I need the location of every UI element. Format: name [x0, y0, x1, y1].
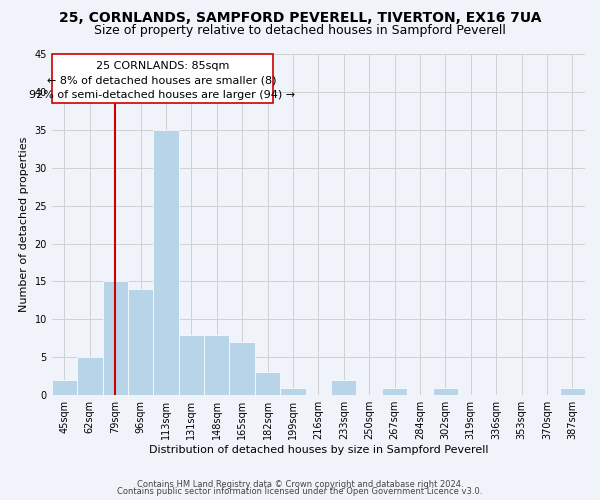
- Text: Contains HM Land Registry data © Crown copyright and database right 2024.: Contains HM Land Registry data © Crown c…: [137, 480, 463, 489]
- FancyBboxPatch shape: [52, 54, 272, 104]
- Bar: [433, 388, 458, 395]
- Text: 25 CORNLANDS: 85sqm: 25 CORNLANDS: 85sqm: [95, 61, 229, 71]
- Bar: [128, 289, 154, 395]
- Text: Size of property relative to detached houses in Sampford Peverell: Size of property relative to detached ho…: [94, 24, 506, 37]
- Bar: [280, 388, 305, 395]
- Bar: [331, 380, 356, 395]
- Bar: [77, 358, 103, 395]
- Bar: [154, 130, 179, 395]
- Bar: [52, 380, 77, 395]
- Bar: [179, 334, 204, 395]
- Bar: [204, 334, 229, 395]
- Bar: [255, 372, 280, 395]
- Text: ← 8% of detached houses are smaller (8): ← 8% of detached houses are smaller (8): [47, 76, 277, 86]
- X-axis label: Distribution of detached houses by size in Sampford Peverell: Distribution of detached houses by size …: [149, 445, 488, 455]
- Bar: [382, 388, 407, 395]
- Text: 25, CORNLANDS, SAMPFORD PEVERELL, TIVERTON, EX16 7UA: 25, CORNLANDS, SAMPFORD PEVERELL, TIVERT…: [59, 11, 541, 25]
- Text: 92% of semi-detached houses are larger (94) →: 92% of semi-detached houses are larger (…: [29, 90, 295, 100]
- Bar: [103, 282, 128, 395]
- Bar: [229, 342, 255, 395]
- Text: Contains public sector information licensed under the Open Government Licence v3: Contains public sector information licen…: [118, 487, 482, 496]
- Y-axis label: Number of detached properties: Number of detached properties: [19, 137, 29, 312]
- Bar: [560, 388, 585, 395]
